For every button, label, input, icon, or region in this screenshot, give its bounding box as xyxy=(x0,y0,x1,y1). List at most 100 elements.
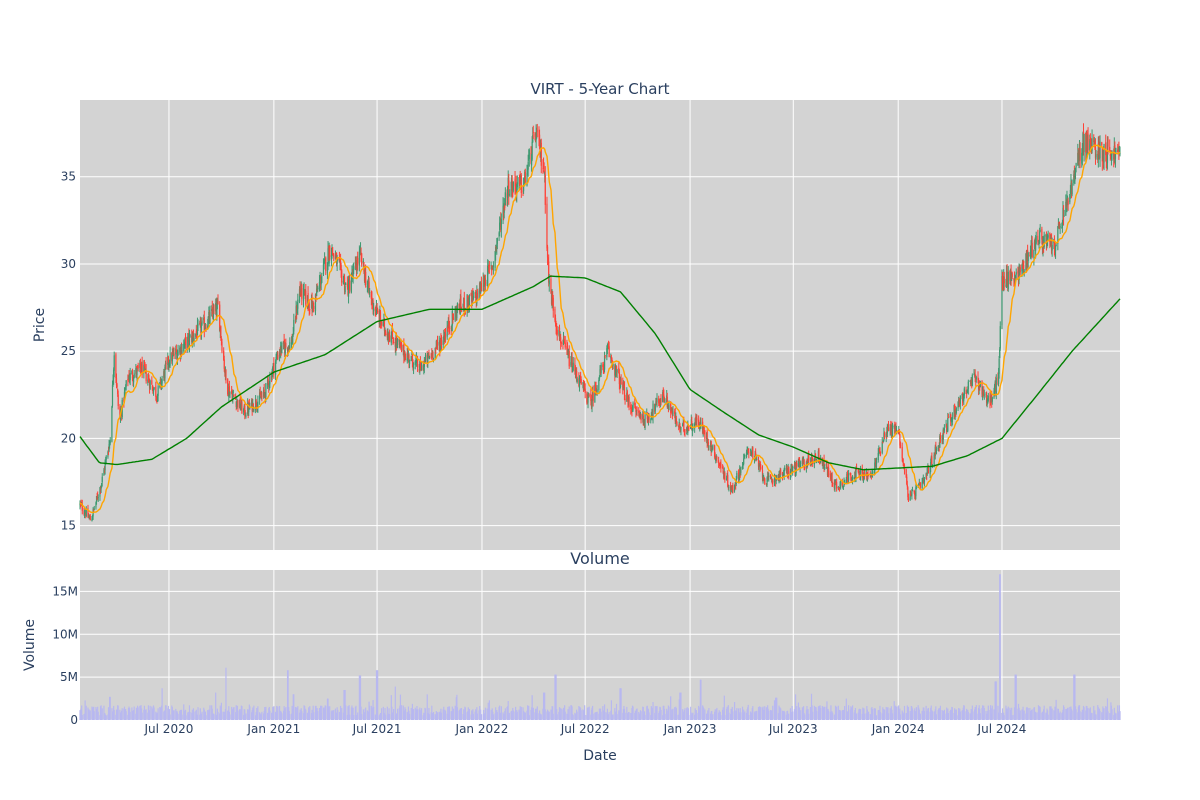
candle-down xyxy=(627,401,629,402)
candle-up xyxy=(232,392,234,394)
candle-down xyxy=(788,466,790,476)
volume-bar xyxy=(654,706,656,720)
candle-up xyxy=(95,502,97,508)
volume-bar xyxy=(789,708,792,720)
candle-down xyxy=(1049,232,1051,242)
candle-up xyxy=(911,492,913,496)
candle-down xyxy=(722,467,724,473)
volume-bar xyxy=(184,709,187,720)
volume-y-ticks: 0 5M 10M 15M xyxy=(52,584,78,727)
volume-bar xyxy=(899,714,902,720)
candle-up xyxy=(891,425,894,437)
candle-down xyxy=(882,441,884,444)
volume-bar xyxy=(125,711,127,720)
candle-down xyxy=(463,297,465,312)
candle-down xyxy=(346,283,349,288)
candle-up xyxy=(1057,226,1059,244)
candle-down xyxy=(403,344,405,358)
volume-bar xyxy=(365,707,367,720)
candle-up xyxy=(725,478,728,480)
candle-down xyxy=(879,451,882,453)
date-x-tick-label: Jul 2023 xyxy=(768,722,818,736)
candle-down xyxy=(512,188,514,194)
candle-up xyxy=(834,482,836,489)
candle-up xyxy=(1007,271,1009,290)
candle-up xyxy=(1035,235,1037,244)
candle-down xyxy=(483,277,485,289)
candle-up xyxy=(768,475,770,478)
volume-bar xyxy=(197,707,199,720)
candle-up xyxy=(1117,148,1119,150)
candle-up xyxy=(1066,197,1069,201)
candle-up xyxy=(101,476,103,482)
candle-down xyxy=(411,354,414,362)
candle-down xyxy=(931,456,933,466)
candle-down xyxy=(618,372,620,385)
volume-bar xyxy=(353,715,355,720)
candle-up xyxy=(921,481,923,488)
date-x-tick-label: Jan 2021 xyxy=(246,722,300,736)
candle-up xyxy=(412,366,415,369)
volume-bar xyxy=(796,706,798,720)
candle-down xyxy=(220,338,223,341)
candle-up xyxy=(259,392,261,400)
volume-bar xyxy=(632,706,634,720)
volume-bar xyxy=(159,707,161,720)
candle-down xyxy=(412,361,414,369)
volume-bar xyxy=(963,705,965,720)
candle-up xyxy=(530,156,533,166)
candle-up xyxy=(240,408,242,409)
candle-up xyxy=(156,394,159,402)
volume-bar xyxy=(213,714,215,720)
candle-down xyxy=(227,378,229,395)
candle-down xyxy=(947,416,949,419)
volume-bar xyxy=(1035,712,1037,720)
volume-bar xyxy=(289,714,291,720)
candle-up xyxy=(881,442,883,453)
volume-bar xyxy=(329,706,331,720)
volume-bar xyxy=(591,705,594,720)
candle-down xyxy=(203,316,205,331)
candle-down xyxy=(331,247,334,254)
candle-down xyxy=(1003,276,1005,284)
candle-up xyxy=(963,397,965,401)
candle-up xyxy=(933,454,935,466)
candle-down xyxy=(862,473,864,481)
candle-up xyxy=(526,168,529,171)
candle-down xyxy=(798,459,800,462)
candle-up xyxy=(782,475,784,477)
candle-up xyxy=(532,135,534,143)
candle-down xyxy=(1101,142,1103,146)
candle-up xyxy=(487,267,489,269)
candle-up xyxy=(1065,201,1067,216)
volume-bar xyxy=(544,709,546,720)
candle-up xyxy=(496,244,498,248)
volume-bar xyxy=(708,708,710,720)
candle-up xyxy=(942,429,944,440)
candle-up xyxy=(177,350,179,356)
volume-bar xyxy=(1103,708,1105,720)
candle-up xyxy=(728,486,730,488)
candle-up xyxy=(113,355,115,371)
volume-bar xyxy=(855,713,858,720)
candle-down xyxy=(727,474,729,487)
candle-down xyxy=(828,467,830,475)
volume-bar xyxy=(676,714,678,720)
candle-down xyxy=(623,387,626,401)
volume-bar xyxy=(700,679,702,720)
volume-bar xyxy=(536,706,538,720)
candle-down xyxy=(636,410,638,412)
candle-up xyxy=(507,186,509,199)
candle-up xyxy=(930,462,932,469)
candle-down xyxy=(760,466,762,470)
candle-down xyxy=(225,369,227,381)
volume-bar xyxy=(369,705,371,720)
volume-bar xyxy=(556,714,558,720)
candle-up xyxy=(535,132,537,141)
volume-bar xyxy=(211,708,213,720)
candle-down xyxy=(764,478,766,484)
candle-up xyxy=(1023,270,1025,272)
volume-bar xyxy=(806,706,808,720)
volume-bar xyxy=(616,714,618,720)
volume-bar xyxy=(747,704,749,720)
